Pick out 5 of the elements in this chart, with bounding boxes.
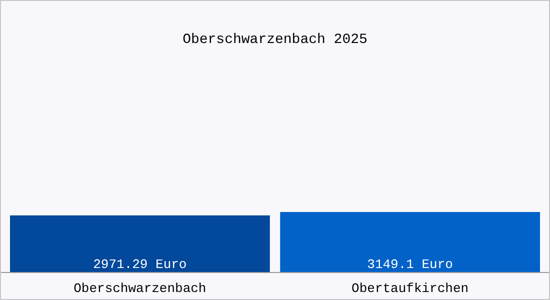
- chart-title: Oberschwarzenbach 2025: [182, 32, 368, 48]
- x-tick-label: Oberschwarzenbach: [74, 281, 206, 296]
- x-tick-label: Obertaufkirchen: [352, 281, 469, 296]
- data-label: 2971.29 Euro: [93, 257, 187, 272]
- data-label: 3149.1 Euro: [367, 257, 453, 272]
